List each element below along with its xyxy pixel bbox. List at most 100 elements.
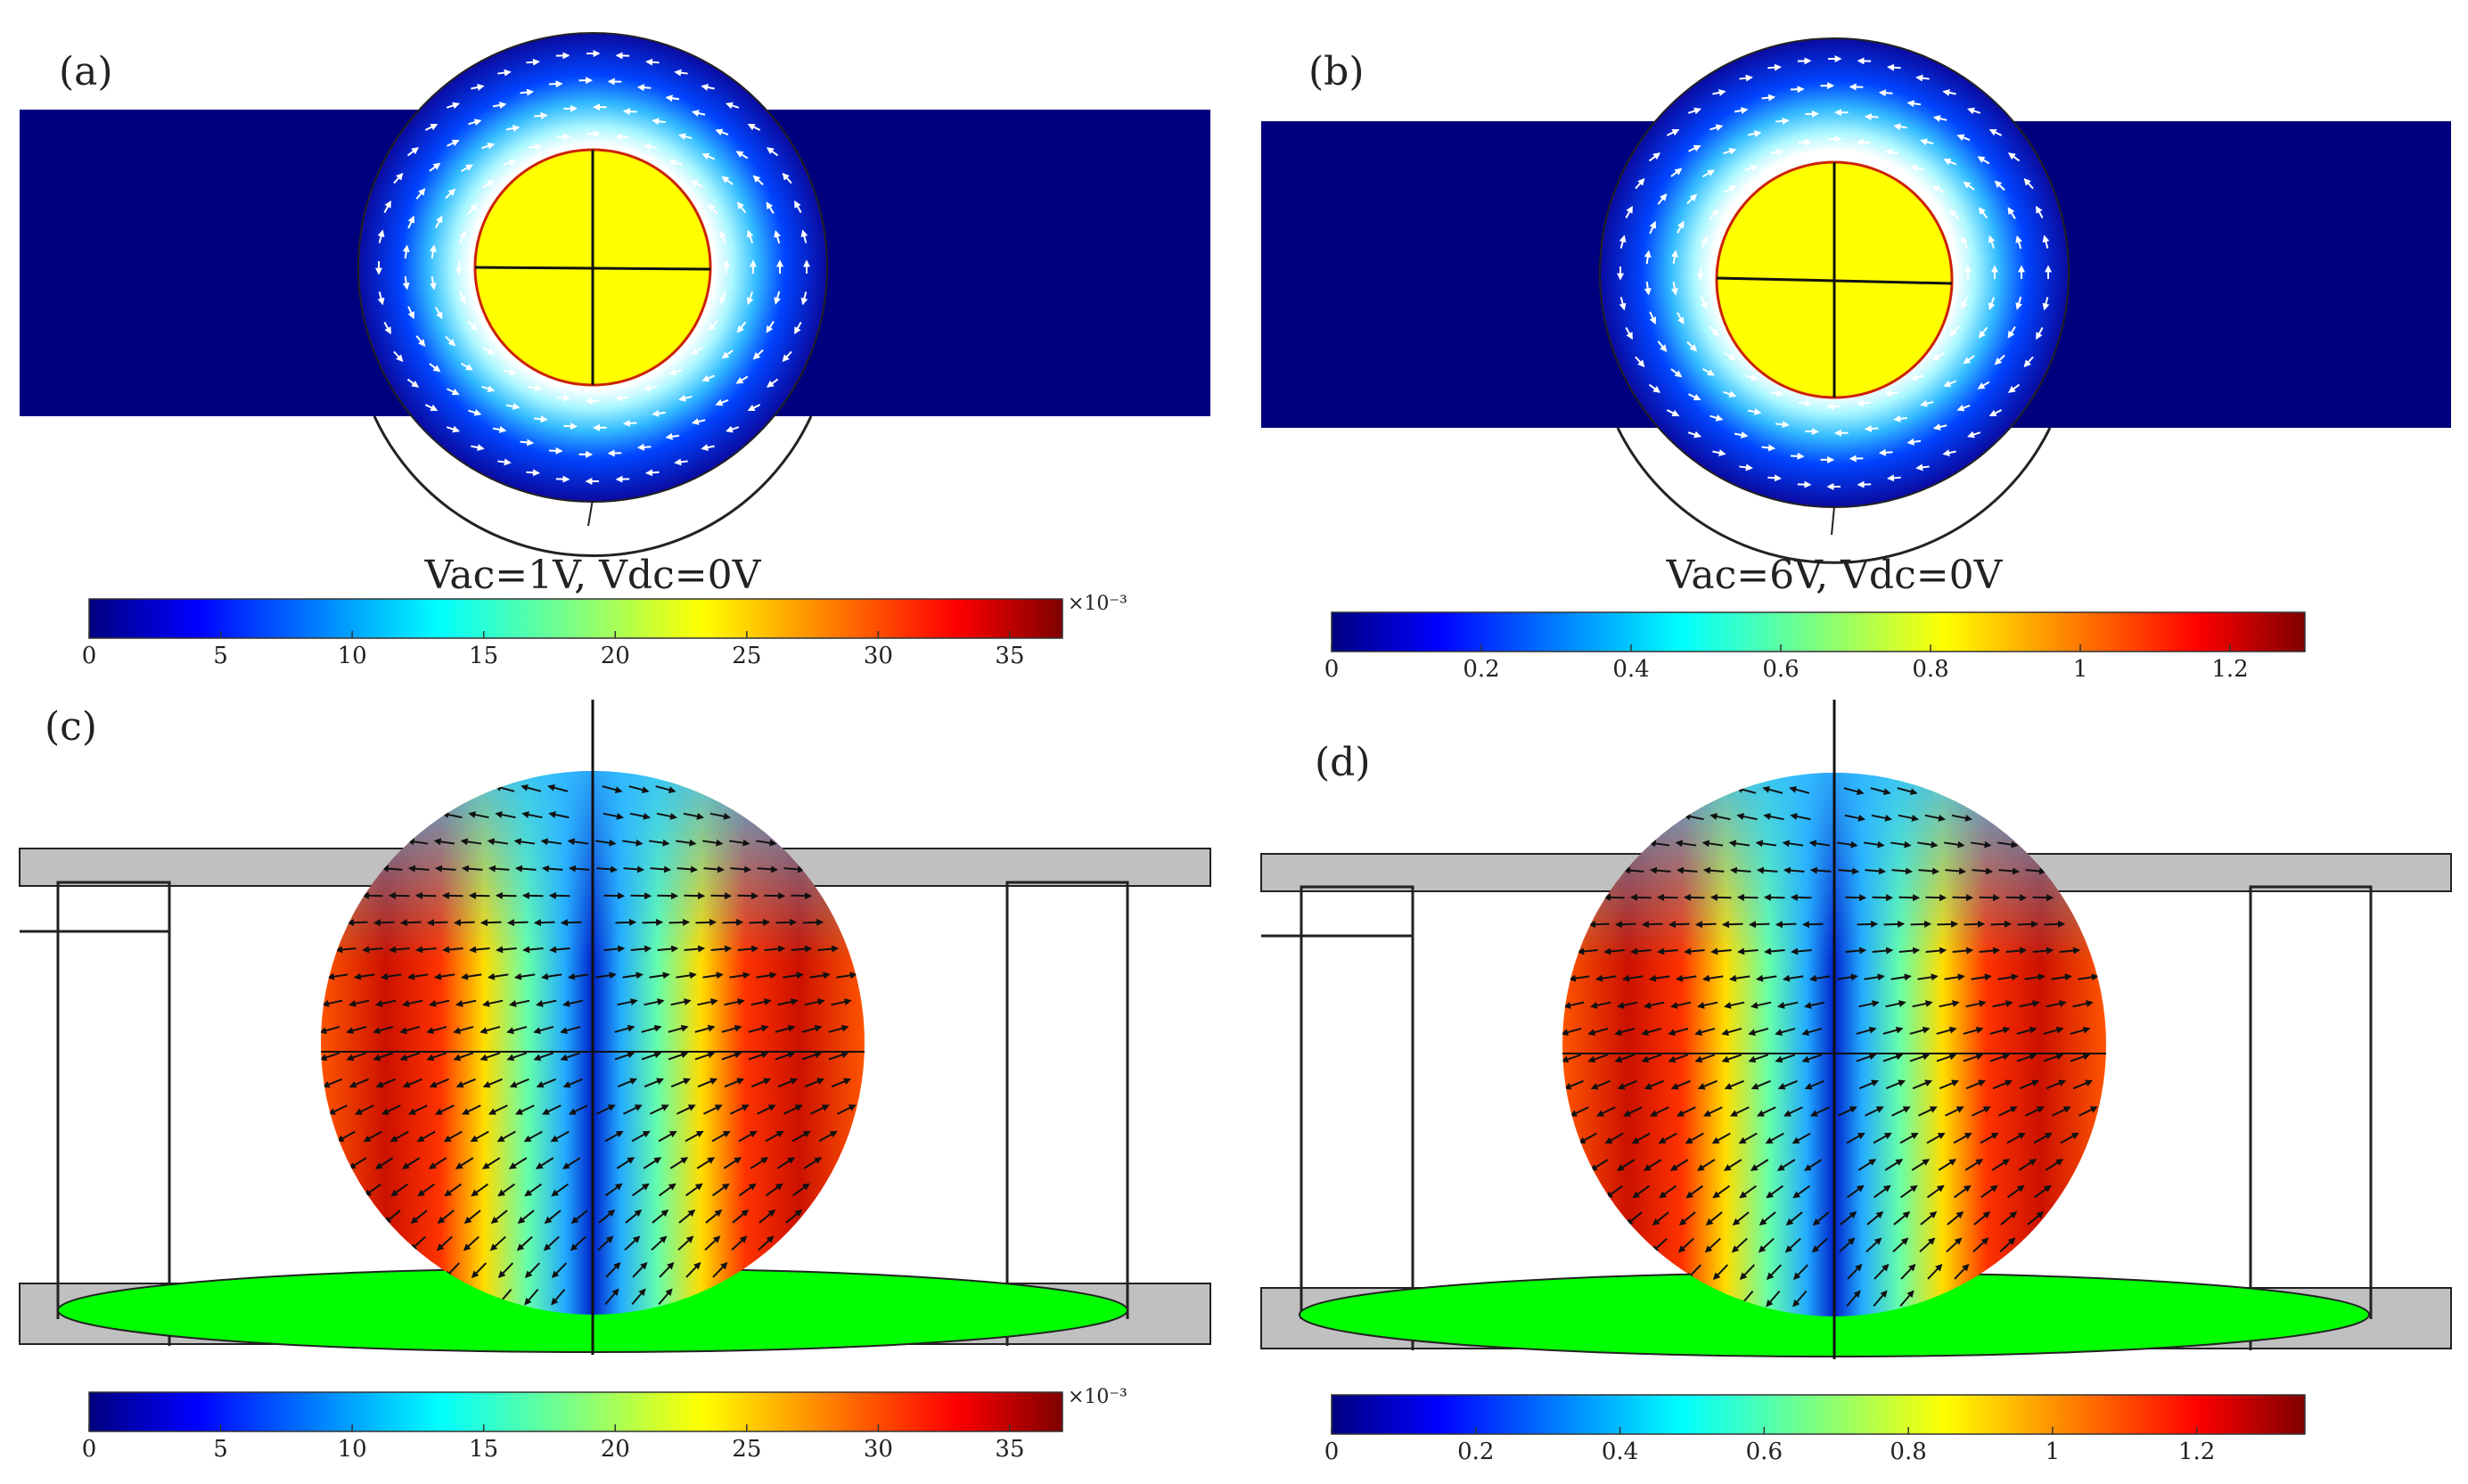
field-arrow-c bbox=[756, 972, 777, 980]
field-arrow-d bbox=[1710, 947, 1732, 955]
panel-c: (c) bbox=[19, 700, 1211, 1355]
flow-arrow-a bbox=[520, 439, 535, 447]
field-arrow-c bbox=[694, 1051, 716, 1061]
field-arrow-d bbox=[1944, 973, 1965, 981]
flow-arrow-b bbox=[1932, 115, 1947, 122]
field-arrow-d bbox=[1762, 785, 1783, 794]
field-arrow-c bbox=[831, 1078, 851, 1088]
field-arrow-c bbox=[730, 1104, 750, 1115]
flow-arrow-b bbox=[1893, 414, 1907, 422]
field-arrow-c bbox=[641, 1024, 662, 1033]
field-arrow-d bbox=[1731, 1237, 1748, 1253]
flow-arrow-b bbox=[1864, 113, 1879, 121]
field-arrow-d bbox=[2005, 947, 2028, 955]
field-arrow-c bbox=[757, 1104, 776, 1115]
field-arrow-c bbox=[731, 1235, 748, 1251]
flow-arrow-b bbox=[1887, 63, 1901, 71]
flow-arrow-a bbox=[424, 404, 439, 412]
field-arrow-d bbox=[2051, 973, 2072, 981]
flow-arrow-a bbox=[701, 444, 715, 451]
flow-arrow-b bbox=[1670, 368, 1683, 378]
field-arrow-c bbox=[562, 1157, 581, 1169]
field-arrow-c bbox=[524, 1289, 539, 1306]
field-arrow-c bbox=[658, 1288, 673, 1305]
flow-arrow-b bbox=[1688, 144, 1701, 152]
flow-arrow-a bbox=[429, 244, 437, 258]
flow-arrow-b bbox=[1988, 409, 2003, 417]
field-arrow-c bbox=[750, 1157, 769, 1169]
vector-field-c bbox=[321, 783, 857, 1306]
field-arrow-d bbox=[1748, 921, 1770, 929]
field-arrow-d bbox=[1684, 947, 1705, 955]
flow-arrow-b bbox=[2042, 297, 2050, 311]
field-arrow-d bbox=[1937, 920, 1959, 928]
field-arrow-c bbox=[417, 1183, 435, 1197]
field-arrow-c bbox=[703, 1104, 723, 1115]
flow-arrow-b bbox=[1977, 156, 1990, 165]
field-arrow-d bbox=[1759, 1211, 1776, 1226]
field-arrow-d bbox=[1568, 974, 1590, 982]
colorbar-b-tick-label: 0.6 bbox=[1762, 656, 1799, 683]
field-arrow-c bbox=[363, 1130, 382, 1143]
flow-arrow-a bbox=[708, 203, 718, 215]
field-arrow-c bbox=[624, 1235, 641, 1251]
flow-arrow-b bbox=[1688, 393, 1701, 401]
outer-ring-a bbox=[357, 32, 828, 503]
field-arrow-c bbox=[765, 1183, 783, 1197]
field-arrow-c bbox=[524, 1183, 542, 1197]
field-arrow-d bbox=[1917, 973, 1939, 981]
field-arrow-c bbox=[407, 865, 430, 873]
flow-arrow-b bbox=[1710, 414, 1724, 422]
flow-arrow-a bbox=[505, 403, 521, 410]
field-arrow-d bbox=[2018, 1159, 2038, 1171]
field-arrow-c bbox=[656, 812, 678, 820]
field-arrow-c bbox=[783, 1104, 803, 1115]
flow-arrow-a bbox=[766, 147, 779, 157]
field-arrow-d bbox=[1587, 921, 1610, 929]
field-arrow-d bbox=[1873, 1185, 1891, 1199]
field-arrow-c bbox=[630, 892, 652, 900]
field-arrow-d bbox=[1617, 1079, 1637, 1090]
field-arrow-d bbox=[2079, 1106, 2098, 1117]
flow-arrow-b bbox=[1723, 390, 1737, 398]
flow-arrow-a bbox=[383, 321, 391, 335]
flow-arrow-b bbox=[1956, 134, 1971, 142]
flow-arrow-a bbox=[407, 306, 414, 320]
field-arrow-c bbox=[428, 1157, 447, 1169]
field-arrow-d bbox=[2045, 1159, 2064, 1171]
panel-label-b: (b) bbox=[1308, 49, 1365, 94]
field-arrow-d bbox=[1710, 813, 1731, 821]
field-arrow-c bbox=[785, 1209, 803, 1224]
flow-arrow-a bbox=[482, 347, 496, 355]
field-arrow-c bbox=[364, 1183, 381, 1197]
flow-arrow-b bbox=[1648, 152, 1661, 162]
field-arrow-c bbox=[462, 1104, 481, 1115]
field-arrow-d bbox=[1748, 1028, 1769, 1037]
field-arrow-d bbox=[2025, 1106, 2045, 1117]
flow-arrow-a bbox=[719, 291, 726, 305]
flow-arrow-b bbox=[1977, 381, 1990, 389]
field-arrow-c bbox=[540, 972, 562, 980]
field-arrow-d bbox=[1871, 814, 1893, 822]
flow-arrow-a bbox=[468, 409, 482, 416]
field-arrow-c bbox=[548, 891, 570, 899]
flow-arrow-b bbox=[1635, 356, 1645, 368]
flow-arrow-a bbox=[459, 291, 466, 305]
field-arrow-d bbox=[1992, 1079, 2013, 1090]
field-arrow-d bbox=[1997, 973, 2019, 981]
field-arrow-d bbox=[2046, 1079, 2066, 1090]
field-arrow-c bbox=[737, 892, 759, 900]
field-arrow-d bbox=[1777, 1079, 1798, 1090]
field-arrow-c bbox=[604, 1130, 624, 1143]
field-arrow-c bbox=[837, 1104, 857, 1115]
field-arrow-c bbox=[570, 1209, 588, 1224]
field-arrow-c bbox=[836, 972, 857, 980]
field-arrow-d bbox=[1785, 1211, 1803, 1226]
field-arrow-c bbox=[658, 1183, 676, 1197]
flow-arrow-a bbox=[481, 142, 496, 150]
field-arrow-d bbox=[1755, 974, 1777, 982]
field-arrow-d bbox=[1630, 947, 1652, 955]
flow-arrow-b bbox=[1775, 117, 1790, 125]
field-arrow-c bbox=[435, 1104, 455, 1115]
field-arrow-c bbox=[348, 1157, 367, 1169]
